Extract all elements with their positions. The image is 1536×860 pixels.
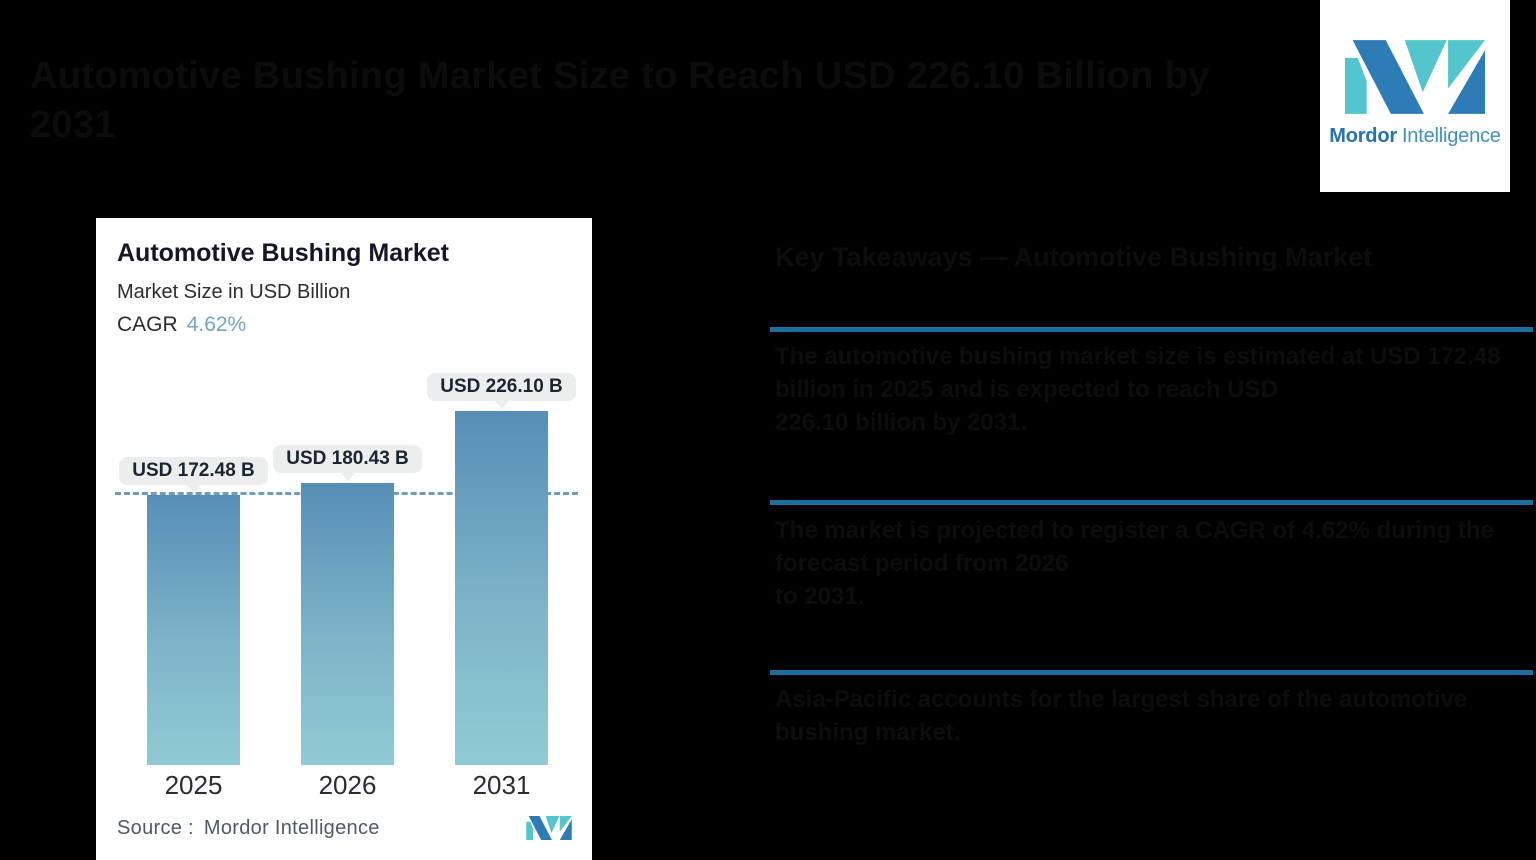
chart-card-footer: Source : Mordor Intelligence (117, 816, 572, 840)
cagr-label: CAGR (117, 313, 178, 336)
chart-card: Automotive Bushing Market Market Size in… (96, 218, 592, 860)
page-title: Automotive Bushing Market Size to Reach … (30, 52, 1230, 150)
x-label-2026: 2026 (318, 770, 377, 800)
x-axis-labels: 2025 2026 2031 (147, 770, 548, 801)
divider-line-2 (770, 500, 1533, 505)
right-panel-paragraph-1: The automotive bushing market size is es… (775, 340, 1533, 439)
value-label-2026: USD 180.43 B (273, 445, 422, 473)
source-label: Source : (117, 816, 194, 839)
value-label-2031: USD 226.10 B (427, 373, 576, 401)
logo-wordmark-bold: Mordor (1329, 125, 1397, 147)
bar-2025 (147, 495, 240, 765)
page-title-line2: 2031 (30, 104, 116, 146)
bar-group-2026: USD 180.43 B (273, 445, 422, 765)
paragraph-2-line-1: The market is projected to register a CA… (775, 517, 1494, 577)
x-label-2025: 2025 (164, 770, 223, 800)
paragraph-2-line-2: to 2031. (775, 583, 865, 610)
right-panel-paragraph-2: The market is projected to register a CA… (775, 514, 1533, 613)
paragraph-1-line-2: 226.10 billion by 2031. (775, 409, 1028, 436)
mordor-intelligence-logo: Mordor Intelligence (1320, 0, 1510, 192)
divider-line-3 (770, 670, 1533, 675)
right-panel-paragraph-3: Asia-Pacific accounts for the largest sh… (775, 683, 1533, 749)
cagr-value: 4.62% (186, 313, 247, 336)
paragraph-1-line-1: The automotive bushing market size is es… (775, 343, 1501, 403)
logo-wordmark-regular: Intelligence (1401, 125, 1501, 147)
chart-title: Automotive Bushing Market (117, 239, 449, 267)
value-label-pointer (339, 472, 356, 481)
x-label-2031: 2031 (472, 770, 531, 800)
value-label-pointer (185, 484, 202, 493)
right-panel-heading: Key Takeaways — Automotive Bushing Marke… (775, 242, 1373, 272)
bar-2031 (455, 411, 548, 765)
mordor-logo-icon (1345, 40, 1485, 114)
value-label-pointer (493, 400, 510, 409)
paragraph-3-line-1: Asia-Pacific accounts for the largest sh… (775, 686, 1468, 746)
bars-row: USD 172.48 B USD 180.43 B USD 226.10 B (119, 218, 576, 765)
chart-subtitle: Market Size in USD Billion (117, 281, 351, 303)
value-label-2025: USD 172.48 B (119, 457, 268, 485)
chart-card-header: Automotive Bushing Market Market Size in… (96, 218, 592, 337)
source-value: Mordor Intelligence (203, 816, 380, 839)
bar-group-2031: USD 226.10 B (427, 373, 576, 765)
bar-2026 (301, 483, 394, 765)
logo-wordmark: Mordor Intelligence (1329, 125, 1501, 148)
page-title-line1: Automotive Bushing Market Size to Reach … (30, 55, 1210, 97)
bar-group-2025: USD 172.48 B (119, 457, 268, 765)
divider-line-1 (770, 327, 1533, 332)
cagr-row: CAGR 4.62% (117, 313, 592, 337)
source-line: Source : Mordor Intelligence (117, 817, 380, 840)
mordor-logo-icon-small (526, 816, 572, 840)
